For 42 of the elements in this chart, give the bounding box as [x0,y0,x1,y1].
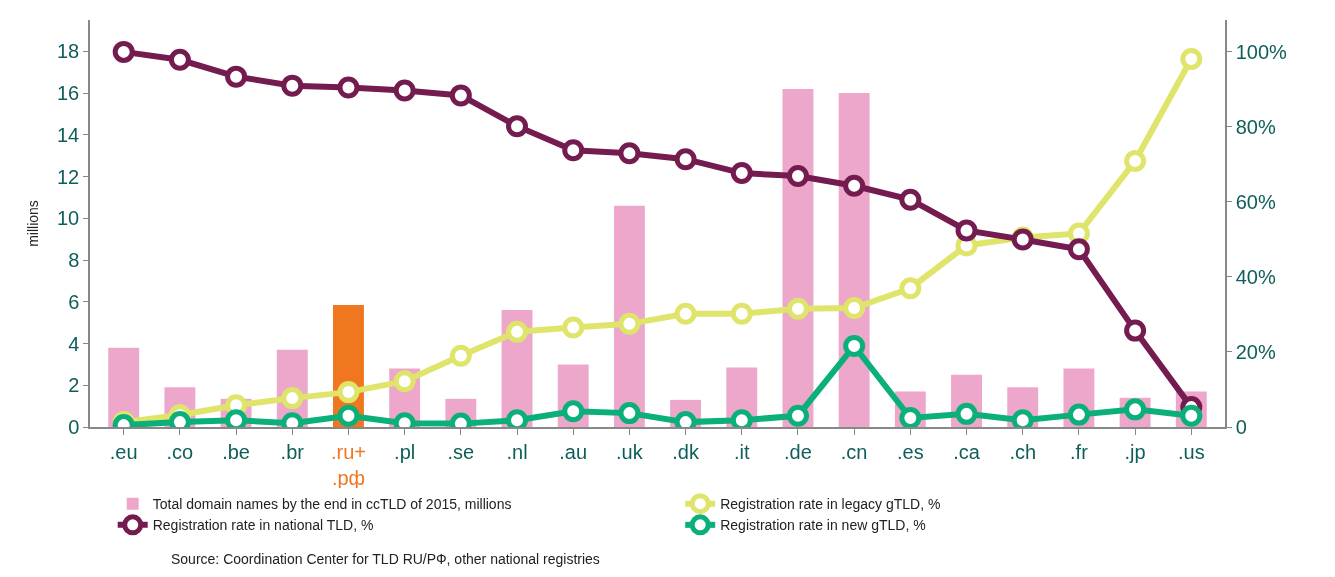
x-tick-label: .fr [1070,440,1089,463]
x-tick-label: .be [222,440,250,463]
source-note: Source: Coordination Center for TLD RU/РФ, other national registries [171,551,600,567]
y-tick-label: 4 [68,332,80,355]
x-tick-label: .br [280,440,305,463]
x-tick-label: .dk [672,440,700,463]
y-tick-label: 8 [68,249,80,272]
y-tick-label: 16 [57,82,80,105]
y-tick-label: 18 [57,40,80,63]
x-tick-label: .es [897,440,924,463]
legend-label: Registration rate in new gTLD, % [720,517,926,534]
x-tick-label: .ch [1009,440,1037,463]
x-tick-label: .it [734,440,750,463]
y-tick-label: 0 [68,416,80,438]
x-tick-label: .uk [616,440,644,463]
y2-tick-label: 60% [1235,190,1276,213]
x-tick-label: .de [784,440,812,463]
legend-label: Registration rate in national TLD, % [152,517,374,534]
y2-tick-label: 0 [1235,416,1247,438]
y-tick-label: 12 [57,165,80,188]
x-tick-label: .pl [394,440,416,463]
x-tick-label: .jp [1124,440,1146,463]
x-tick-label: .au [559,440,588,463]
x-tick-label: .us [1177,440,1205,463]
x-tick-label: .co [166,440,194,463]
y2-tick-label: 100% [1235,40,1288,63]
x-tick-label: .ru+ .рф [330,440,366,489]
x-tick-label: .nl [506,440,528,463]
x-tick-label: .eu [109,440,138,463]
x-tick-label: .se [447,440,475,463]
x-tick-label: .ca [953,440,981,463]
y-tick-label: 2 [68,374,80,397]
y-tick-label: 14 [57,123,80,146]
legend-label: Total domain names by the end in ccTLD of 2015, millions [152,496,512,513]
y2-tick-label: 80% [1235,115,1276,138]
legend-label: Registration rate in legacy gTLD, % [720,496,941,513]
y-tick-label: 10 [57,207,80,230]
y2-tick-label: 20% [1235,340,1276,363]
x-tick-label: .cn [840,440,868,463]
y2-tick-label: 40% [1235,265,1276,288]
y-axis-title: millions [25,200,42,247]
y-tick-label: 6 [68,290,80,313]
